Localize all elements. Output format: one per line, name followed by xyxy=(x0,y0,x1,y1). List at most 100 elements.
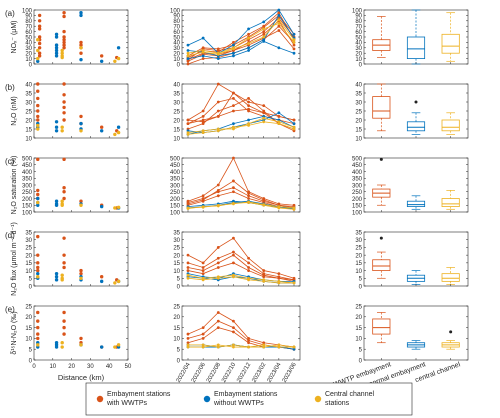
data-point xyxy=(262,279,266,283)
data-point xyxy=(262,273,266,277)
data-point xyxy=(79,199,83,203)
data-point xyxy=(262,203,266,207)
data-point xyxy=(37,19,42,23)
data-point xyxy=(277,14,281,17)
data-point xyxy=(277,115,281,118)
data-point xyxy=(62,46,66,50)
y-tick-label: 70 xyxy=(173,25,180,31)
data-point xyxy=(232,319,235,323)
y-tick-label: 20 xyxy=(173,315,180,321)
x-tick-label: 10 xyxy=(49,364,56,370)
y-tick-label: 30 xyxy=(25,238,32,244)
data-point xyxy=(79,51,83,55)
data-point xyxy=(292,41,296,44)
legend-label: Central channel xyxy=(325,391,374,398)
series-line xyxy=(187,276,294,284)
y-tick-label: 0 xyxy=(359,358,363,364)
y-tick-label: 35 xyxy=(25,91,32,97)
y-tick-label: 20 xyxy=(173,52,180,58)
y-tick-label: 10 xyxy=(355,269,362,275)
x-tick-label: 0 xyxy=(32,364,36,370)
data-point xyxy=(262,198,266,202)
y-tick-label: 0 xyxy=(29,358,33,364)
data-point xyxy=(216,204,220,208)
series-line xyxy=(187,9,295,54)
y-tick-label: 15 xyxy=(25,261,32,267)
data-point xyxy=(60,55,64,60)
data-point xyxy=(232,179,235,183)
legend-label: Embayment stations xyxy=(107,391,171,398)
data-point xyxy=(54,129,59,133)
y-tick-label: 25 xyxy=(25,109,32,115)
y-tick-label: 40 xyxy=(173,82,180,88)
y-tick-label: 0 xyxy=(177,358,181,364)
data-point xyxy=(247,197,250,200)
y-tick-label: 20 xyxy=(25,315,32,321)
series-line xyxy=(187,157,295,206)
legend-marker xyxy=(203,395,211,403)
series-line xyxy=(187,251,295,281)
data-point xyxy=(247,337,250,340)
y-tick-label: 10 xyxy=(25,337,32,343)
data-point xyxy=(247,42,250,45)
data-point xyxy=(216,345,220,349)
data-point xyxy=(277,276,281,280)
data-point xyxy=(247,261,250,265)
data-point xyxy=(201,261,205,265)
y-tick-label: 150 xyxy=(22,204,33,210)
y-tick-label: 5 xyxy=(29,277,33,283)
y-tick-label: 15 xyxy=(25,326,32,332)
data-point xyxy=(216,276,220,280)
y-tick-label: 300 xyxy=(170,183,181,189)
data-point xyxy=(201,326,205,329)
y-tick-label: 400 xyxy=(170,170,181,176)
series-line xyxy=(188,344,295,348)
y-tick-label: 40 xyxy=(355,41,362,47)
data-point xyxy=(232,275,235,279)
data-point xyxy=(60,48,64,53)
data-point xyxy=(36,310,40,315)
data-point xyxy=(201,49,205,52)
box xyxy=(406,121,426,132)
data-point xyxy=(62,105,66,110)
axes-frame xyxy=(33,9,129,65)
y-tick-label: 35 xyxy=(25,230,32,236)
y-tick-label: 80 xyxy=(173,19,180,25)
data-point xyxy=(79,276,83,280)
data-point xyxy=(201,120,205,124)
data-point xyxy=(216,311,220,314)
data-point xyxy=(277,18,281,22)
data-point xyxy=(79,268,83,273)
y-tick-label: 10 xyxy=(173,57,180,63)
panel-4-0: 0 5 10 15 20 25 (e)δ¹⁵N-N₂O (‰) 0 10 20 30 40 50 xyxy=(5,304,132,370)
x-tick-label: 50 xyxy=(125,364,132,370)
data-point xyxy=(54,32,59,36)
data-point xyxy=(262,269,266,272)
x-tick-label: 2023/04 xyxy=(267,361,283,383)
y-tick-label: 450 xyxy=(22,163,33,169)
y-tick-label: 10 xyxy=(25,136,32,142)
data-point xyxy=(60,199,64,203)
box xyxy=(406,36,426,60)
data-point xyxy=(216,183,220,187)
data-point xyxy=(62,14,66,19)
data-point xyxy=(232,190,235,194)
y-tick-label: 15 xyxy=(173,127,180,133)
data-point xyxy=(36,89,40,93)
y-tick-label: 25 xyxy=(25,246,32,252)
y-tick-label: 25 xyxy=(355,109,362,115)
series-line xyxy=(187,14,295,57)
legend: Embayment stations with WWTPs Embayment st… xyxy=(85,382,413,416)
data-point xyxy=(201,194,205,198)
data-point xyxy=(113,59,117,63)
y-tick-label: 30 xyxy=(355,238,362,244)
data-point xyxy=(216,266,220,269)
y-tick-label: 25 xyxy=(355,304,362,310)
y-tick-label: 0 xyxy=(359,62,363,68)
data-point xyxy=(60,51,64,55)
data-point xyxy=(262,30,266,33)
legend-label: stations xyxy=(325,400,350,407)
y-tick-label: 80 xyxy=(355,19,362,25)
data-point xyxy=(36,123,40,128)
data-point xyxy=(36,275,40,279)
